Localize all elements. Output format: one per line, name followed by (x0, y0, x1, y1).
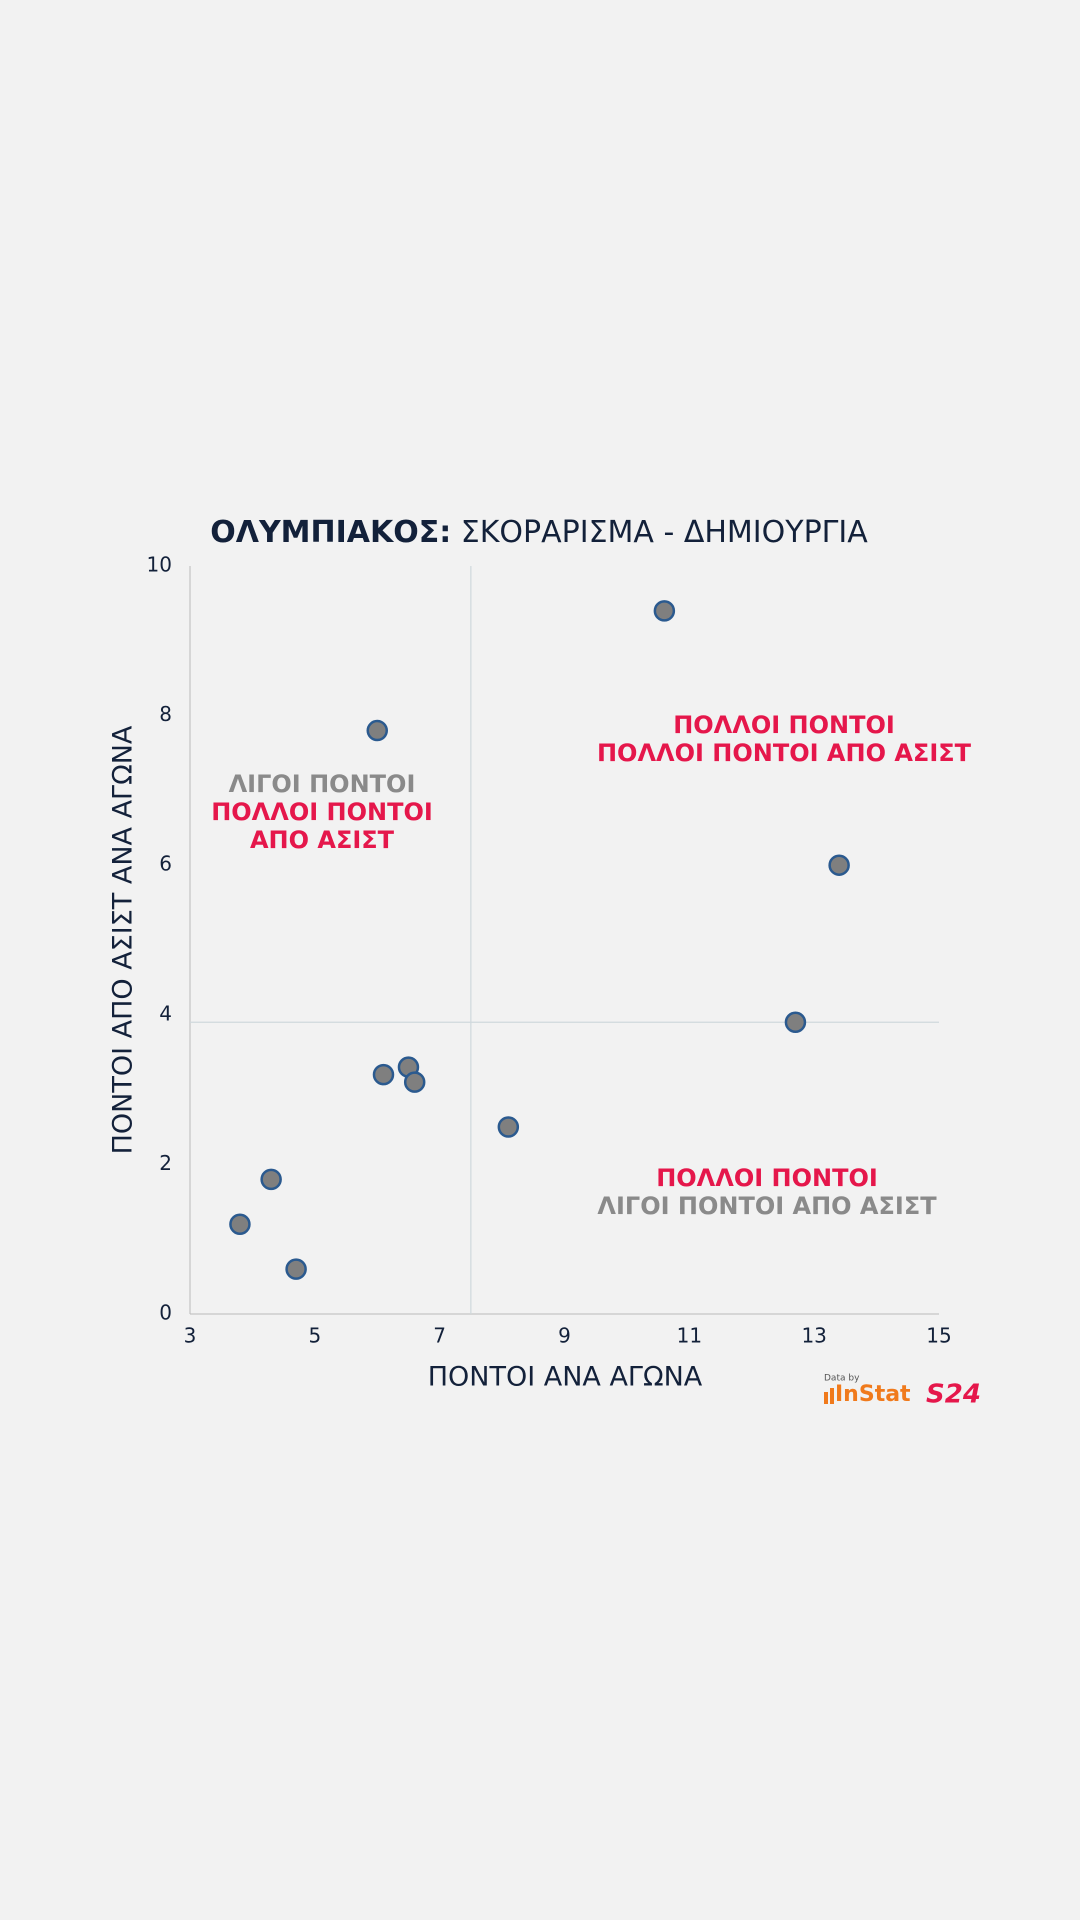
y-tick-label: 0 (159, 1301, 172, 1325)
logo-bar (824, 1392, 828, 1404)
y-tick-label: 10 (147, 553, 172, 577)
y-tick-label: 4 (159, 1001, 172, 1025)
quadrant-label: ΠΟΛΛΟΙ ΠΟΝΤΟΙ (656, 1164, 878, 1192)
logo-bar (830, 1388, 834, 1404)
x-tick-label: 13 (801, 1324, 826, 1348)
quadrant-label: ΠΟΛΛΟΙ ΠΟΝΤΟΙ ΑΠΟ ΑΣΙΣΤ (597, 739, 972, 767)
title-bold: ΟΛΥΜΠΙΑΚΟΣ: (210, 515, 451, 550)
data-point (366, 719, 388, 742)
chart-title: ΟΛΥΜΠΙΑΚΟΣ: ΣΚΟΡΑΡΙΣΜΑ - ΔΗΜΙΟΥΡΓΙΑ (210, 515, 868, 550)
quadrant-label: ΠΟΛΛΟΙ ΠΟΝΤΟΙ (211, 798, 433, 826)
data-point (497, 1116, 520, 1138)
data-point (260, 1168, 282, 1191)
y-tick-label: 2 (159, 1151, 172, 1175)
logo-brand: InStat (835, 1382, 911, 1407)
data-point (653, 600, 676, 622)
y-tick-label: 6 (159, 852, 172, 876)
data-point (828, 854, 850, 876)
x-tick-label: 3 (184, 1324, 197, 1348)
y-axis-label: ΠΟΝΤΟΙ ΑΠΟ ΑΣΙΣΤ ΑΝΑ ΑΓΩΝΑ (108, 725, 139, 1154)
x-axis-label: ΠΟΝΤΟΙ ΑΝΑ ΑΓΩΝΑ (428, 1362, 703, 1393)
quadrant-label: ΛΙΓΟΙ ΠΟΝΤΟΙ (229, 770, 416, 798)
x-tick-label: 15 (926, 1324, 951, 1348)
data-point (784, 1011, 807, 1034)
quadrant-label: ΑΠΟ ΑΣΙΣΤ (250, 826, 395, 854)
y-tick-label: 8 (159, 702, 172, 726)
data-point (229, 1213, 251, 1235)
x-tick-label: 11 (677, 1324, 702, 1348)
x-tick-label: 9 (558, 1324, 571, 1348)
data-point (403, 1071, 426, 1093)
logo-caption: Data by (824, 1374, 860, 1384)
x-tick-label: 5 (308, 1324, 321, 1348)
logo-site: S24 (926, 1380, 981, 1410)
x-tick-label: 7 (433, 1324, 446, 1348)
data-point (285, 1258, 307, 1280)
quadrant-label: ΛΙΓΟΙ ΠΟΝΤΟΙ ΑΠΟ ΑΣΙΣΤ (597, 1192, 937, 1220)
quadrant-label: ΠΟΛΛΟΙ ΠΟΝΤΟΙ (673, 711, 895, 739)
data-point (372, 1063, 395, 1086)
title-rest: ΣΚΟΡΑΡΙΣΜΑ - ΔΗΜΙΟΥΡΓΙΑ (451, 515, 868, 550)
